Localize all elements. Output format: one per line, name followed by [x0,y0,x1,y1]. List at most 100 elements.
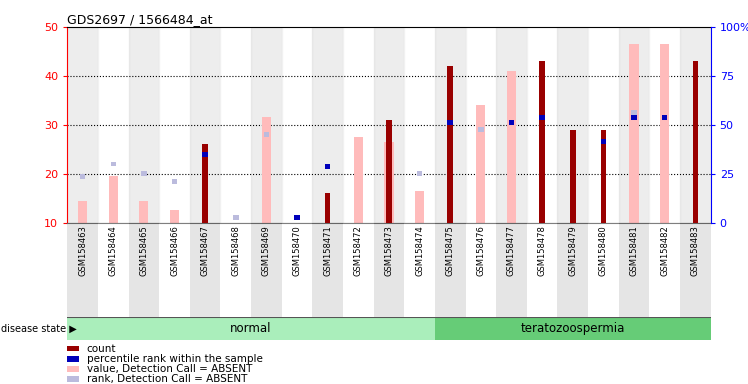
Bar [570,130,575,223]
Bar [129,223,159,317]
Bar [67,376,79,382]
Text: GSM158467: GSM158467 [200,225,209,276]
Bar [141,171,147,176]
Bar [67,223,98,317]
Bar [313,223,343,317]
Bar [190,223,221,317]
Text: GSM158480: GSM158480 [599,225,608,276]
Bar [190,27,221,223]
Text: GSM158463: GSM158463 [78,225,87,276]
Bar [108,176,118,223]
Bar [601,130,606,223]
Bar [435,223,465,317]
Bar [67,356,79,362]
Bar [539,115,545,120]
Text: teratozoospermia: teratozoospermia [521,322,625,335]
Bar [660,44,669,223]
Bar [159,223,190,317]
Bar [325,164,331,169]
Bar [374,223,404,317]
Bar [404,223,435,317]
Bar [203,144,208,223]
Bar [447,120,453,125]
Bar [527,27,557,223]
Bar [557,223,588,317]
Bar [680,223,711,317]
Bar [415,191,424,223]
Bar [313,27,343,223]
Bar [67,346,79,351]
Bar [384,142,393,223]
Bar [496,27,527,223]
Text: GSM158473: GSM158473 [384,225,393,276]
Bar [496,223,527,317]
Bar [680,27,711,223]
Bar [67,317,435,340]
Bar [233,215,239,220]
Bar [170,210,179,223]
Bar [129,27,159,223]
Bar [78,201,88,223]
Bar [282,27,313,223]
Bar [476,105,485,223]
Bar [80,174,85,179]
Bar [631,110,637,115]
Text: GSM158477: GSM158477 [507,225,516,276]
Bar [221,223,251,317]
Bar [509,120,514,125]
Bar [465,223,496,317]
Text: GSM158475: GSM158475 [446,225,455,276]
Bar [159,27,190,223]
Bar [221,27,251,223]
Text: GSM158481: GSM158481 [630,225,639,276]
Text: GSM158476: GSM158476 [476,225,485,276]
Bar [67,27,98,223]
Bar [465,27,496,223]
Bar [203,152,208,157]
Text: GDS2697 / 1566484_at: GDS2697 / 1566484_at [67,13,213,26]
Text: GSM158470: GSM158470 [292,225,301,276]
Text: GSM158478: GSM158478 [538,225,547,276]
Bar [282,223,313,317]
Bar [251,223,282,317]
Bar [67,366,79,372]
Bar [343,27,374,223]
Text: GSM158471: GSM158471 [323,225,332,276]
Bar [662,115,667,120]
Bar [527,223,557,317]
Bar [98,27,129,223]
Bar [629,44,639,223]
Text: rank, Detection Call = ABSENT: rank, Detection Call = ABSENT [87,374,247,384]
Text: count: count [87,344,116,354]
Bar [111,162,116,166]
Bar [601,139,606,144]
Bar [386,120,392,223]
Bar [98,223,129,317]
Bar [139,201,149,223]
Text: normal: normal [230,322,272,335]
Bar [354,137,363,223]
Bar [264,132,269,137]
Bar [172,179,177,184]
Bar [262,118,271,223]
Bar [435,27,465,223]
Bar [374,27,404,223]
Text: GSM158479: GSM158479 [568,225,577,276]
Bar [447,66,453,223]
Bar [649,223,680,317]
Bar [693,61,698,223]
Bar [619,223,649,317]
Text: GSM158482: GSM158482 [660,225,669,276]
Text: GSM158465: GSM158465 [139,225,148,276]
Bar [294,215,300,220]
Bar [435,317,711,340]
Bar [478,127,484,132]
Text: GSM158472: GSM158472 [354,225,363,276]
Bar [343,223,374,317]
Bar [588,223,619,317]
Bar [557,27,588,223]
Text: GSM158483: GSM158483 [691,225,700,276]
Text: percentile rank within the sample: percentile rank within the sample [87,354,263,364]
Bar [251,27,282,223]
Text: GSM158464: GSM158464 [108,225,117,276]
